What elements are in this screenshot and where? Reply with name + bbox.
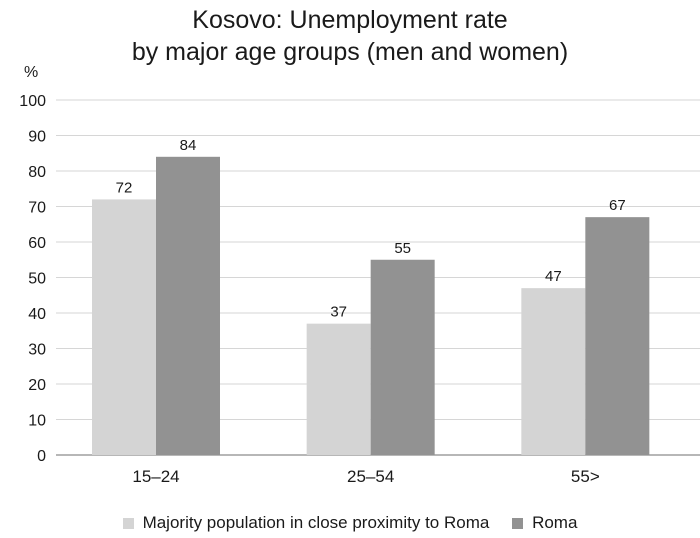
data-label: 67 [609, 197, 626, 214]
y-tick-label: 40 [28, 306, 46, 323]
legend-item-majority: Majority population in close proximity t… [122, 512, 490, 533]
legend-swatch-majority [122, 517, 134, 529]
bar-majority [92, 199, 156, 455]
y-tick-label: 70 [28, 200, 46, 217]
bar-majority [306, 323, 371, 455]
x-tick-label: 55> [571, 467, 600, 486]
y-tick-label: 30 [28, 342, 46, 359]
legend-item-roma: Roma [512, 513, 577, 533]
chart-title-line-1: Kosovo: Unemployment rate [192, 6, 508, 34]
y-tick-label: 80 [28, 164, 46, 181]
bar-roma [156, 156, 220, 456]
y-tick-label: 60 [28, 235, 46, 252]
y-tick-label: 0 [37, 448, 46, 465]
y-tick-label: 10 [28, 413, 46, 430]
y-tick-label: 50 [28, 271, 46, 288]
legend-label-majority: Majority population in close proximity t… [142, 512, 490, 532]
x-tick-label: 15–24 [132, 467, 179, 486]
chart-title: Kosovo: Unemployment rate by major age g… [0, 4, 700, 68]
bar-roma [370, 259, 435, 455]
chart-title-line-2: by major age groups (men and women) [131, 38, 569, 66]
data-label: 84 [180, 137, 197, 154]
y-tick-label: 100 [19, 93, 46, 110]
legend-label-roma: Roma [532, 512, 578, 532]
legend: Majority population in close proximity t… [0, 512, 700, 533]
y-tick-label: 20 [28, 377, 46, 394]
data-label: 37 [330, 304, 347, 321]
bar-majority [521, 288, 586, 455]
y-tick-label: 90 [28, 129, 46, 146]
bar-roma [585, 217, 650, 455]
y-axis-unit-label: % [24, 64, 39, 81]
data-label: 47 [545, 268, 562, 285]
x-tick-label: 25–54 [347, 467, 394, 486]
data-label: 55 [394, 240, 411, 257]
legend-swatch-roma [512, 517, 524, 529]
data-label: 72 [116, 179, 133, 196]
